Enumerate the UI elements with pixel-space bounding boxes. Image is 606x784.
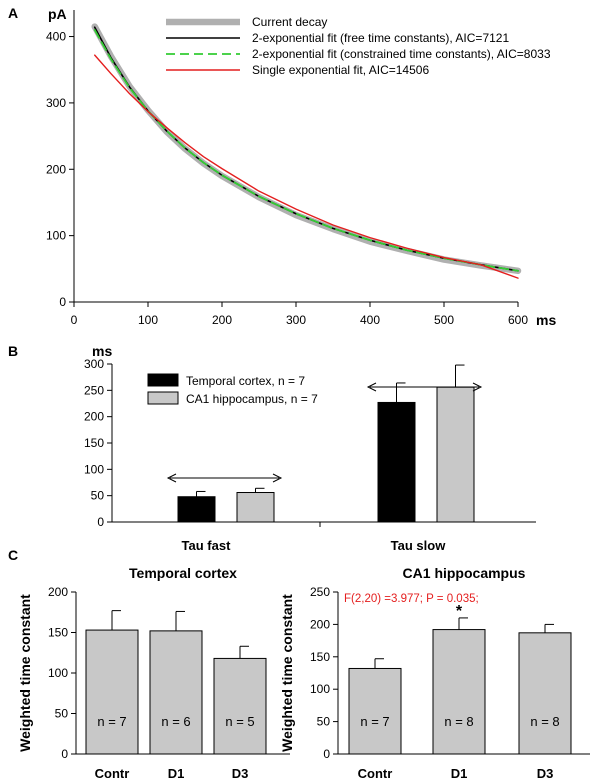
panel-a-x-tick-label: 300 [286,313,306,327]
panel-b-bar-0-1 [236,492,275,523]
panel-b-legend-swatch-0 [147,373,179,387]
panel-c-right-x-tick-label: D3 [537,766,554,781]
panel-c-right-title: CA1 hippocampus [403,565,526,581]
panel-a-legend-label-1: 2-exponential fit (free time constants),… [252,31,509,45]
panel-a-x-tick-label: 500 [434,313,454,327]
panel-b-legend-label-1: CA1 hippocampus, n = 7 [186,392,318,406]
panel-c-left-y-tick-label: 150 [48,626,68,640]
panel-b-y-tick-label: 200 [84,410,104,424]
panel-b-label: B [8,343,18,359]
panel-c-right-y-label: Weighted time constant [279,594,295,752]
panel-c-left-x-tick-label: Contr [95,766,130,781]
panel-a-x-tick-label: 200 [212,313,232,327]
panel-c-right-x-tick-label: Contr [358,766,393,781]
panel-b-group-1-arrow-head-left [366,382,377,392]
panel-b-category-label: Tau slow [391,538,447,553]
panel-a-y-tick-label: 0 [59,295,66,309]
panel-c-left-bar-n-label: n = 7 [97,714,126,729]
panel-c-left-bar-2 [213,657,267,755]
panel-c-right-bar-1 [432,629,486,755]
panel-c-right-y-tick-label: 250 [310,585,330,599]
panel-a-label: A [8,5,18,21]
panel-c-left-y-tick-label: 50 [55,707,69,721]
panel-c-right-bar-n-label: n = 8 [530,714,559,729]
panel-c-left-bar-n-label: n = 6 [161,714,190,729]
panel-a-legend-label-3: Single exponential fit, AIC=14506 [252,63,429,77]
panel-b-category-label: Tau fast [182,538,232,553]
panel-b-y-tick-label: 50 [91,489,105,503]
panel-a-y-tick-label: 300 [46,96,66,110]
panel-a-x-tick-label: 0 [71,313,78,327]
panel-c-left-x-tick-label: D1 [168,766,185,781]
panel-b-group-0-arrow-head-left [166,473,177,483]
panel-c-left-bar-n-label: n = 5 [225,714,254,729]
panel-a-x-tick-label: 400 [360,313,380,327]
panel-b-y-tick-label: 100 [84,462,104,476]
panel-c-right-y-tick-label: 50 [317,715,331,729]
panel-b-group-0-arrow-head-right [272,473,283,483]
panel-a-x-label: ms [536,312,556,328]
panel-c-left-bar-0 [85,629,139,755]
panel-c-right-significance-marker: * [456,603,463,620]
panel-b-legend-swatch-1 [147,391,179,405]
panel-a-series-2-line [93,29,519,272]
panel-c-right-bar-n-label: n = 8 [444,714,473,729]
panel-b-y-tick-label: 250 [84,383,104,397]
panel-b-legend-label-0: Temporal cortex, n = 7 [186,374,305,388]
panel-c-right-annotation: F(2,20) =3.977; P = 0.035; [344,593,479,605]
panel-c-left-title: Temporal cortex [129,565,237,581]
panel-c-label: C [8,547,18,563]
panel-a-legend-label-0: Current decay [252,15,327,29]
panel-a-y-label: pA [48,6,67,22]
panel-c-left-bar-1 [149,630,203,755]
panel-b-group-1-arrow-head-right [472,382,483,392]
panel-c-right-y-tick-label: 100 [310,682,330,696]
panel-b-y-tick-label: 300 [84,357,104,371]
panel-c-left-x-tick-label: D3 [232,766,249,781]
panel-a-legend-label-2: 2-exponential fit (constrained time cons… [252,47,551,61]
panel-b-y-label: ms [92,343,112,359]
panel-a-y-tick-label: 400 [46,30,66,44]
panel-b-y-tick-label: 0 [97,515,104,529]
panel-c-left-y-label: Weighted time constant [17,594,33,752]
panel-c-right-bar-0 [348,667,402,755]
panel-a-x-tick-label: 600 [508,313,528,327]
panel-c-left-y-tick-label: 0 [61,747,68,761]
panel-c-right-bar-2 [518,632,572,755]
panel-c-right-y-tick-label: 200 [310,617,330,631]
panel-c-left-y-tick-label: 200 [48,585,68,599]
panel-b-bar-1-1 [436,386,475,523]
panel-c-right-y-tick-label: 0 [323,747,330,761]
panel-a-y-tick-label: 100 [46,229,66,243]
panel-b-bar-0-0 [177,496,216,523]
panel-c-right-x-tick-label: D1 [451,766,468,781]
panel-b-y-tick-label: 150 [84,436,104,450]
panel-c-left-y-tick-label: 100 [48,666,68,680]
panel-b-bar-1-0 [377,401,416,523]
panel-c-right-bar-n-label: n = 7 [360,714,389,729]
panel-a-x-tick-label: 100 [138,313,158,327]
panel-a-series-3-line [94,54,519,279]
panel-c-right-y-tick-label: 150 [310,650,330,664]
panel-a-y-tick-label: 200 [46,162,66,176]
